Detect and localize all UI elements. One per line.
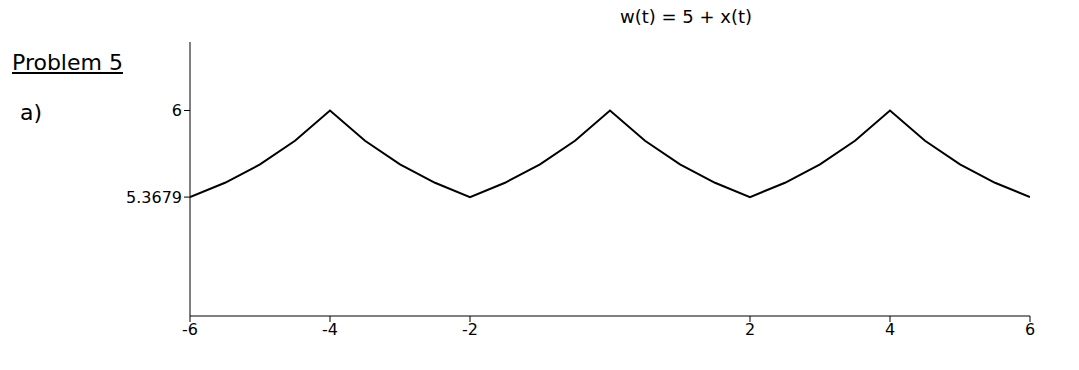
html-text:Problem 5: Problem 5	[12, 50, 123, 75]
svg-text:-2: -2	[462, 320, 478, 339]
svg-text:4: 4	[885, 320, 895, 339]
svg-text:2: 2	[745, 320, 755, 339]
html-text:a): a)	[20, 100, 43, 125]
svg-text:-6: -6	[182, 320, 198, 339]
svg-text:-4: -4	[322, 320, 338, 339]
svg-text:6: 6	[1025, 320, 1035, 339]
svg-text:5.3679: 5.3679	[126, 188, 182, 207]
html-text:w(t) = 5 + x(t): w(t) = 5 + x(t)	[620, 6, 753, 27]
svg-text:6: 6	[172, 101, 182, 120]
